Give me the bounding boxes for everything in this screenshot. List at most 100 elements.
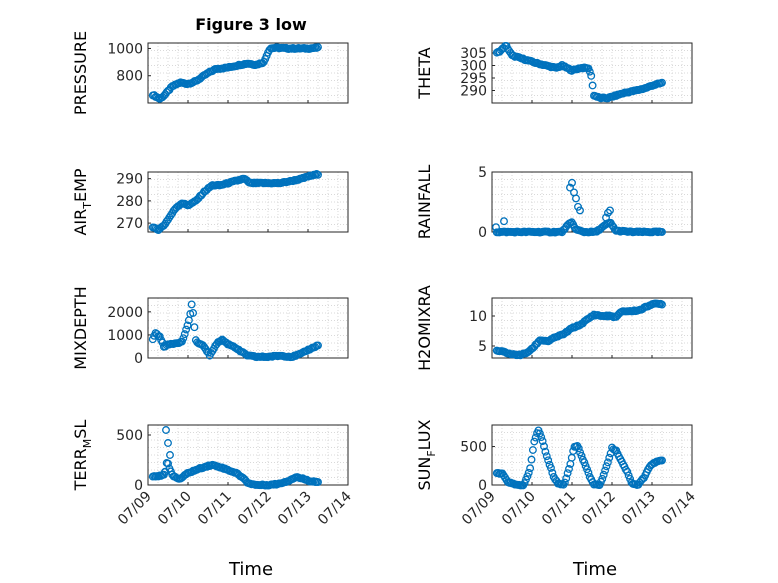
data-point [500,217,508,226]
data-point [602,462,611,471]
data-point [584,468,593,477]
data-point [548,468,557,477]
data-point [523,472,532,481]
series-rainfall [492,178,666,237]
data-point [583,465,591,474]
y-tick-label: 1000 [107,328,143,344]
series-terr_msl [148,426,322,490]
axes-box [491,42,693,104]
y-tick-label: 300 [460,59,487,75]
y-tick-label: 500 [460,440,487,456]
data-point [604,208,612,217]
data-point [542,452,551,461]
subplot-air_temp: 270 280 290 AIRTEMP [71,168,349,236]
data-point [314,341,322,350]
y-tick-label: 0 [134,478,143,494]
y-axis-label: PRESSURE [71,31,90,115]
data-point [585,67,594,76]
data-point [574,444,583,453]
x-tick-label: 07/12 [235,489,275,529]
data-point [568,178,576,187]
y-axis-label: TERRMSL [71,420,94,492]
y-axis-label: RAINFALL [415,165,434,240]
data-point [162,426,170,434]
data-point [556,62,565,71]
x-tick-label: 07/14 [315,488,355,528]
data-point [602,311,611,320]
y-tick-label: 500 [116,428,143,444]
figure-title: Figure 3 low [195,15,307,34]
data-point [565,464,573,473]
y-tick-label: 5 [478,165,487,181]
x-tick-label: 07/12 [579,489,619,529]
data-point [182,325,191,334]
data-point [658,228,666,236]
data-point [314,478,322,487]
subplot-terr_msl: 0 500 07/09 07/10 07/11 07/12 07/13 07/14 TERRMS… [71,420,355,529]
x-tick-label: 07/13 [275,489,315,529]
data-point [603,458,612,467]
data-point [544,456,553,465]
x-tick-label: 07/09 [459,489,499,529]
data-point [179,334,188,343]
data-point [608,312,616,321]
series-air_temp [148,170,322,235]
series-theta [492,42,666,103]
data-point [160,468,169,476]
data-point [606,206,614,215]
y-tick-label: 305 [460,46,487,62]
subplot-mixdepth: 0 1000 2000 MIXDEPTH [71,286,349,370]
data-point [562,474,571,483]
data-point [546,464,555,472]
data-point [520,479,529,488]
axes-box [147,42,349,104]
data-point [538,437,547,446]
data-point [658,78,666,87]
y-tick-label: 290 [116,172,143,188]
data-point [658,300,666,309]
data-point [572,194,580,203]
data-point [580,458,589,467]
axes-box [491,297,693,359]
series-pressure [148,43,322,103]
series-h2omixra [492,299,666,360]
y-axis-label: SUNFLUX [415,419,438,490]
data-point [524,468,533,477]
subplot-rainfall: 0 5 RAINFALL [415,165,693,241]
data-point [314,170,322,179]
data-point [189,308,198,317]
y-tick-label: 0 [134,351,143,367]
y-tick-label: 0 [478,225,487,241]
data-point [576,206,584,215]
x-tick-label: 07/11 [539,489,579,529]
x-tick-label: 07/13 [619,489,659,529]
data-point [164,439,172,447]
data-point [527,455,536,464]
y-axis-label: H2OMIXRA [415,285,434,371]
data-point [180,330,189,339]
data-point [658,456,666,465]
data-point [166,451,174,459]
x-tick-label: 07/09 [115,489,155,529]
y-tick-label: 1000 [107,41,143,57]
data-point [531,433,540,442]
data-point [535,429,544,438]
subplot-sun_flux: 0 500 07/09 07/10 07/11 07/12 07/13 07/14 SUNFLU… [415,419,699,528]
data-point [183,321,192,330]
series-sun_flux [492,426,666,490]
data-point [314,43,322,52]
data-point [537,433,546,442]
data-point [599,470,608,479]
series-mixdepth [148,300,322,362]
data-point [540,442,548,451]
data-point [541,447,550,456]
subplot-pressure: 800 1000 PRESSURE [71,31,349,115]
y-tick-label: 10 [469,309,487,325]
y-tick-label: 5 [478,339,487,355]
data-point [190,323,199,332]
data-point [623,467,632,476]
y-tick-label: 800 [116,69,143,85]
